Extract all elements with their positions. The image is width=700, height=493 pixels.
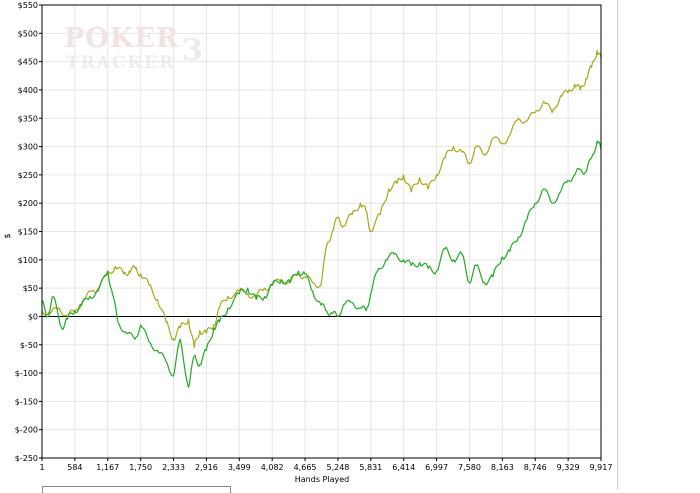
x-tick-label: 5,831 xyxy=(359,463,382,472)
y-tick-label: $200 xyxy=(18,199,38,208)
x-tick-label: 5,248 xyxy=(326,463,349,472)
x-tick-label: 2,333 xyxy=(162,463,185,472)
pokertracker-watermark-logo: POKER TRACKER 3 xyxy=(64,23,203,73)
y-tick-label: $0 xyxy=(28,312,38,321)
x-tick-label: 2,916 xyxy=(195,463,218,472)
x-tick-label: 3,499 xyxy=(228,463,251,472)
y-tick-label: $350 xyxy=(18,114,38,123)
y-tick-label: $150 xyxy=(18,228,38,237)
y-tick-label: $500 xyxy=(18,29,38,38)
y-tick-label: $550 xyxy=(18,1,38,10)
y-tick-label: $-100 xyxy=(15,369,38,378)
x-tick-label: 584 xyxy=(67,463,82,472)
y-tick-label: $250 xyxy=(18,171,38,180)
series-lines xyxy=(41,49,602,388)
x-tick-label: 4,082 xyxy=(261,463,284,472)
x-tick-label: 1,167 xyxy=(96,463,119,472)
x-tick-label: 9,917 xyxy=(590,463,613,472)
panel-divider xyxy=(617,0,618,490)
x-axis-ticks: 1 584 1,167 1,750 2,333 2,916 3,499 4,082 4,665 5… xyxy=(39,458,612,472)
x-tick-label: 1,750 xyxy=(129,463,152,472)
y-tick-label: $300 xyxy=(18,143,38,152)
x-axis-title: Hands Played xyxy=(295,475,349,484)
x-tick-label: 8,746 xyxy=(524,463,547,472)
y-tick-label: $100 xyxy=(18,256,38,265)
x-tick-label: 9,329 xyxy=(557,463,580,472)
watermark-line2: TRACKER xyxy=(66,53,175,73)
watermark-line1: POKER xyxy=(64,23,179,54)
y-tick-label: $400 xyxy=(18,86,38,95)
series-line-2 xyxy=(41,140,602,388)
y-tick-label: $-150 xyxy=(15,397,38,406)
y-tick-label: $-250 xyxy=(15,454,38,463)
y-tick-label: $450 xyxy=(18,58,38,67)
x-tick-label: 7,580 xyxy=(458,463,481,472)
y-tick-label: $-50 xyxy=(20,341,38,350)
x-tick-label: 1 xyxy=(39,463,44,472)
x-tick-label: 8,163 xyxy=(491,463,514,472)
watermark-version: 3 xyxy=(182,33,203,68)
series-line-1 xyxy=(41,49,602,349)
y-tick-label: $-200 xyxy=(15,426,38,435)
y-axis-ticks: $-250 $-200 $-150 $-100 $-50 $0 $50 $100 $150 $20… xyxy=(15,1,42,463)
y-tick-label: $50 xyxy=(23,284,38,293)
x-tick-label: 4,665 xyxy=(294,463,317,472)
x-tick-label: 6,997 xyxy=(425,463,448,472)
y-axis-title: $ xyxy=(3,233,12,238)
x-tick-label: 6,414 xyxy=(392,463,415,472)
